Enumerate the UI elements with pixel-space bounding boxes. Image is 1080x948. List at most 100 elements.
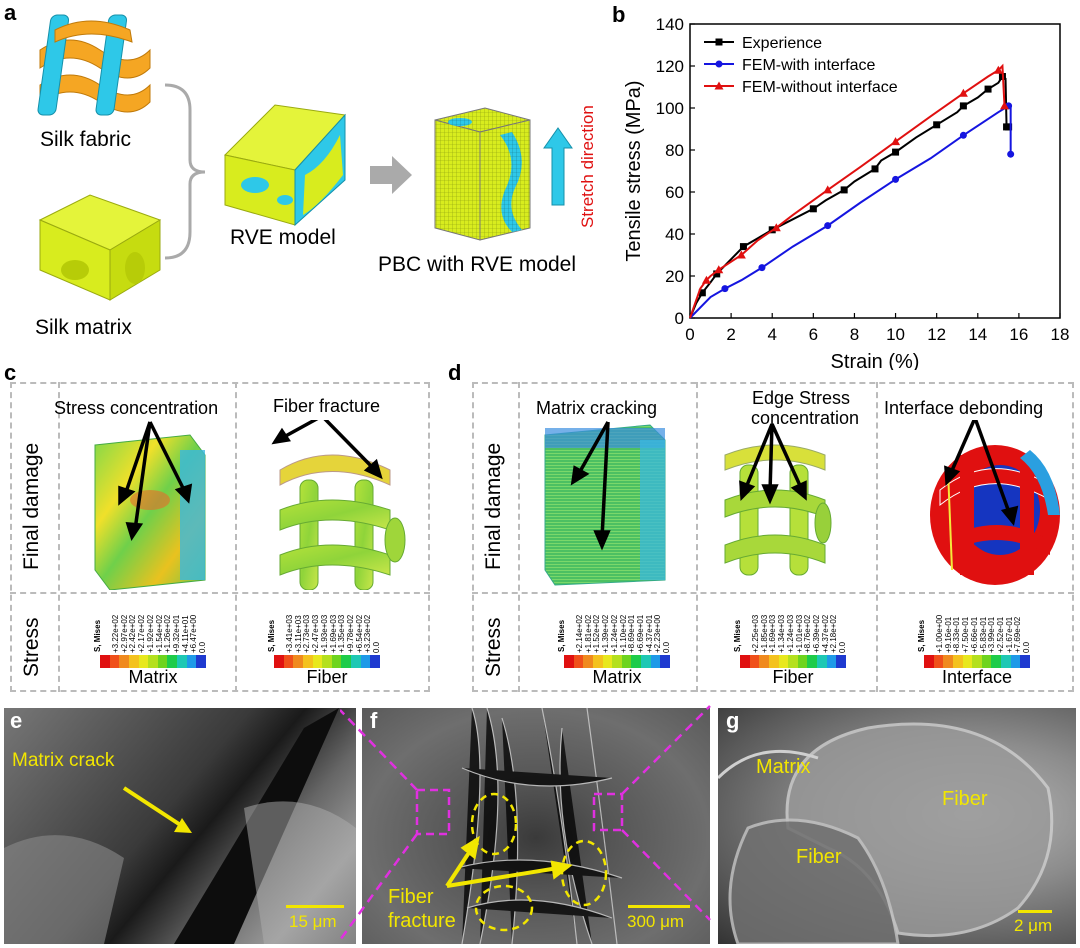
- legend-tick-label: +2.52e-01: [995, 616, 1005, 653]
- pbc-model-label: PBC with RVE model: [378, 253, 577, 276]
- d-legend-matrix: S, Mises +2.14e+02 +1.81e+02 +1.52e+02 +1.3…: [557, 605, 676, 687]
- pbc-mesh-model: [434, 107, 531, 241]
- legend-tick-label: 0.0: [198, 641, 207, 653]
- silk-matrix-label: Silk matrix: [35, 316, 132, 339]
- panel-label-f: f: [370, 708, 378, 733]
- legend-tick-label: +6.66e-01: [969, 616, 979, 653]
- colorbar-swatch: [157, 655, 168, 668]
- fiber-fracture-label: Fiber fracture: [273, 396, 381, 416]
- colorbar-swatch: [797, 655, 808, 668]
- legend-tick-label: 0.0: [372, 641, 381, 653]
- legend-ticks: +3.22e+02 +2.97e+02 +2.42e+02 +2.17e+02 +1.9…: [111, 605, 208, 653]
- series-line-2: [689, 63, 1006, 319]
- colorbar-swatch: [293, 655, 303, 668]
- legend-tick-label: +2.25e+03: [751, 614, 760, 653]
- edge-stress-label: Edge Stress: [752, 388, 851, 408]
- legend-tick-label: 0.0: [662, 641, 671, 653]
- panel-d-damage-images: [544, 420, 1060, 586]
- matrix-label-g: Matrix: [756, 756, 811, 778]
- x-tick-label: 8: [850, 325, 859, 344]
- colorbar-swatch: [274, 655, 284, 668]
- colorbar-swatch: [612, 655, 622, 668]
- legend-tick-label: +3.23e+02: [363, 614, 373, 653]
- legend-ticks: +2.25e+03 +1.85e+03 +1.69e+03 +1.34e+03 +1.2…: [751, 605, 848, 653]
- data-point-0: [892, 148, 900, 156]
- legend-name: Matrix: [128, 667, 178, 687]
- scale-bar-g: [1018, 910, 1052, 913]
- colorbar-swatch: [196, 655, 207, 668]
- legend-marker-0: [715, 38, 723, 46]
- legend-tick-label: +8.76e+02: [803, 614, 813, 653]
- legend-tick-label: +6.69e+01: [635, 614, 645, 653]
- data-point-0: [739, 243, 747, 251]
- data-point-0: [959, 102, 967, 110]
- panel-a-graphics: [37, 14, 573, 301]
- d-legend-fiber: S, Mises +2.25e+03 +1.85e+03 +1.69e+03 +1.3…: [733, 605, 852, 687]
- colorbar-swatch: [592, 655, 603, 668]
- y-tick-label: 40: [665, 225, 684, 244]
- legend-ticks: +3.41e+03 +3.11e+03 +2.73e+03 +2.47e+03 +1.9…: [285, 605, 382, 653]
- data-point-0: [1005, 123, 1013, 131]
- colorbar-swatch: [768, 655, 779, 668]
- colorbar-swatch: [312, 655, 323, 668]
- colorbar-swatch: [128, 655, 139, 668]
- legend-tick-label: +1.26e+02: [163, 614, 173, 653]
- legend-ticks: +1.00e+00 +9.16e-01 +8.33e-01 +7.50e-01 +6.6…: [935, 605, 1032, 653]
- colorbar-swatch: [807, 655, 818, 668]
- colorbar-swatch: [119, 655, 129, 668]
- colorbar-swatch: [778, 655, 789, 668]
- stress-strain-chart: 0 2 4 6 8 10 12 14 16 18 0 20 40 60 80 100 120 140 Strain …: [623, 15, 1069, 370]
- c-row-final-damage: Final damage: [20, 442, 43, 570]
- x-tick-label: 6: [809, 325, 818, 344]
- data-point-1: [721, 285, 729, 293]
- colorbar-swatch: [100, 655, 110, 668]
- d-legend-interface: S, Mises +1.00e+00 +9.16e-01 +8.33e-01 +7.5…: [917, 605, 1036, 687]
- colorbar-swatch: [826, 655, 837, 668]
- colorbar-swatch: [322, 655, 332, 668]
- colorbar-swatch: [283, 655, 294, 668]
- legend-tick-label: +1.39e+02: [601, 614, 611, 653]
- data-point-0: [840, 186, 848, 194]
- legend-name: Fiber: [772, 667, 814, 687]
- colorbar-swatch: [836, 655, 847, 668]
- y-tick-label: 20: [665, 267, 684, 286]
- panel-label-a: a: [4, 0, 17, 25]
- legend-tick-label: +2.18e+02: [829, 614, 839, 653]
- legend-tick-label: +2.14e+02: [575, 614, 584, 653]
- data-point-0: [698, 289, 706, 297]
- legend-name: Interface: [941, 667, 1013, 687]
- scale-label-f: 300 μm: [627, 912, 685, 931]
- legend-tick-label: +1.35e+03: [337, 614, 347, 653]
- panel-c-frame: [10, 382, 430, 692]
- colorbar: [924, 655, 1031, 668]
- matrix-crack-label: Matrix crack: [12, 750, 115, 771]
- data-point-1: [824, 222, 832, 230]
- colorbar-swatch: [740, 655, 750, 668]
- c-row-stress: Stress: [20, 617, 43, 677]
- legend-tick-label: +3.22e+02: [111, 614, 120, 653]
- d-row-final-damage: Final damage: [482, 442, 505, 570]
- colorbar-swatch: [1010, 655, 1021, 668]
- colorbar-swatch: [331, 655, 342, 668]
- colorbar-swatch: [759, 655, 769, 668]
- colorbar-swatch: [981, 655, 992, 668]
- data-point-0: [984, 85, 992, 93]
- colorbar-swatch: [631, 655, 642, 668]
- colorbar: [740, 655, 847, 668]
- fiber-label-f: Fiber: [388, 886, 434, 908]
- legend-marker-1: [715, 60, 723, 68]
- legend-tick-label: +9.32e+01: [171, 614, 181, 653]
- legend-tick-label: +6.47e+00: [189, 614, 199, 653]
- x-tick-label: 12: [927, 325, 946, 344]
- colorbar-swatch: [991, 655, 1002, 668]
- colorbar-swatch: [621, 655, 632, 668]
- data-point-2: [714, 265, 724, 274]
- legend-tick-label: +3.41e+03: [285, 614, 294, 653]
- legend-tick-label: +9.78e+02: [345, 614, 355, 653]
- fiber-label-g-2: Fiber: [796, 846, 842, 868]
- colorbar-swatch: [1001, 655, 1011, 668]
- legend-tick-label: +1.00e+00: [935, 614, 944, 653]
- data-point-0: [809, 205, 817, 213]
- scale-label-g: 2 μm: [1014, 916, 1053, 935]
- panel-label-e: e: [10, 708, 23, 733]
